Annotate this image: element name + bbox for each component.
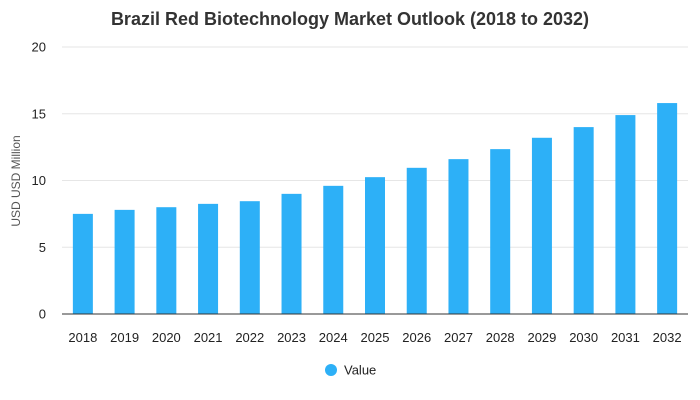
bar-2029[interactable] — [531, 137, 552, 314]
bar-2028[interactable] — [490, 149, 511, 314]
bar-2019[interactable] — [114, 209, 135, 314]
x-tick-label: 2029 — [527, 330, 556, 345]
x-tick-label: 2032 — [653, 330, 682, 345]
x-tick-label: 2021 — [194, 330, 223, 345]
x-tick-label: 2023 — [277, 330, 306, 345]
x-tick-label: 2018 — [68, 330, 97, 345]
y-tick-label: 5 — [39, 240, 46, 255]
legend-label[interactable]: Value — [344, 363, 376, 378]
bar-2025[interactable] — [365, 177, 385, 314]
x-tick-label: 2030 — [569, 330, 598, 345]
y-tick-label: 0 — [39, 307, 46, 322]
bar-2021[interactable] — [198, 203, 219, 314]
y-tick-label: 15 — [32, 106, 46, 121]
x-tick-label: 2019 — [110, 330, 139, 345]
x-tick-label: 2025 — [361, 330, 390, 345]
bars — [72, 103, 678, 315]
bar-2030[interactable] — [573, 127, 594, 314]
bar-2018[interactable] — [72, 213, 93, 314]
chart-title: Brazil Red Biotechnology Market Outlook … — [111, 9, 589, 29]
legend[interactable]: Value — [325, 363, 376, 378]
x-tick-label: 2026 — [402, 330, 431, 345]
bar-2032[interactable] — [657, 103, 678, 314]
y-axis-ticks: 0 5 10 15 20 — [32, 40, 46, 322]
legend-marker-icon[interactable] — [325, 364, 337, 376]
x-tick-label: 2020 — [152, 330, 181, 345]
y-axis-label: USD USD Million — [9, 135, 23, 226]
bar-2031[interactable] — [615, 115, 636, 315]
x-tick-label: 2028 — [486, 330, 515, 345]
x-tick-label: 2027 — [444, 330, 473, 345]
bar-2027[interactable] — [448, 159, 469, 314]
y-tick-label: 10 — [32, 173, 46, 188]
x-tick-label: 2031 — [611, 330, 640, 345]
bar-2024[interactable] — [323, 185, 344, 314]
x-axis-ticks: 2018 2019 2020 2021 2022 2023 2024 2025 2026 2027… — [68, 330, 681, 345]
bar-2022[interactable] — [239, 201, 260, 314]
x-tick-label: 2022 — [235, 330, 264, 345]
y-tick-label: 20 — [32, 40, 46, 55]
bar-2023[interactable] — [281, 193, 302, 314]
bar-2026[interactable] — [406, 167, 427, 314]
x-tick-label: 2024 — [319, 330, 348, 345]
bar-2020[interactable] — [156, 207, 177, 314]
